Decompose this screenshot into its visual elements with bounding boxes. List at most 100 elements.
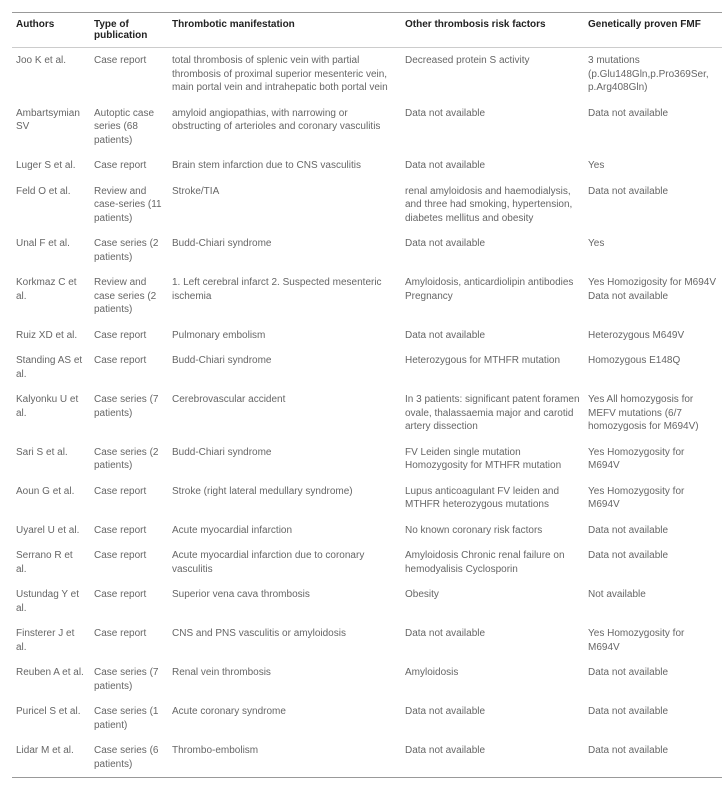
cell-genetic: Heterozygous M649V [584, 323, 722, 349]
table-header-row: Authors Type of publication Thrombotic m… [12, 13, 722, 48]
cell-other: Data not available [401, 101, 584, 154]
cell-thrombotic: Acute myocardial infarction due to coron… [168, 543, 401, 582]
cell-other: Obesity [401, 582, 584, 621]
cell-thrombotic: Renal vein thrombosis [168, 660, 401, 699]
cell-authors: Ruiz XD et al. [12, 323, 90, 349]
cell-type: Autoptic case series (68 patients) [90, 101, 168, 154]
cell-genetic: 3 mutations (p.Glu148Gln,p.Pro369Ser, p.… [584, 48, 722, 101]
table-row: Ustundag Y et al.Case reportSuperior ven… [12, 582, 722, 621]
cell-authors: Unal F et al. [12, 231, 90, 270]
cell-type: Case report [90, 348, 168, 387]
cell-thrombotic: Thrombo-embolism [168, 738, 401, 778]
table-row: Serrano R et al.Case reportAcute myocard… [12, 543, 722, 582]
table-row: Joo K et al.Case reporttotal thrombosis … [12, 48, 722, 101]
cell-genetic: Homozygous E148Q [584, 348, 722, 387]
cell-type: Case series (2 patients) [90, 440, 168, 479]
cell-type: Case series (7 patients) [90, 387, 168, 440]
table-row: Reuben A et al.Case series (7 patients)R… [12, 660, 722, 699]
cell-thrombotic: Stroke (right lateral medullary syndrome… [168, 479, 401, 518]
cell-genetic: Yes [584, 153, 722, 179]
cell-other: Amyloidosis Chronic renal failure on hem… [401, 543, 584, 582]
cell-thrombotic: total thrombosis of splenic vein with pa… [168, 48, 401, 101]
cell-other: Amyloidosis, anticardiolipin antibodies … [401, 270, 584, 323]
cell-other: Data not available [401, 699, 584, 738]
table-row: Feld O et al.Review and case-series (11 … [12, 179, 722, 232]
cell-type: Case report [90, 518, 168, 544]
cell-genetic: Yes Homozygosity for M694V [584, 440, 722, 479]
cell-other: Data not available [401, 153, 584, 179]
table-row: Luger S et al.Case reportBrain stem infa… [12, 153, 722, 179]
cell-type: Case series (2 patients) [90, 231, 168, 270]
cell-thrombotic: Cerebrovascular accident [168, 387, 401, 440]
cell-authors: Aoun G et al. [12, 479, 90, 518]
cell-type: Case report [90, 543, 168, 582]
cell-thrombotic: Pulmonary embolism [168, 323, 401, 349]
cell-other: Amyloidosis [401, 660, 584, 699]
cell-authors: Lidar M et al. [12, 738, 90, 778]
table-row: Puricel S et al.Case series (1 patient)A… [12, 699, 722, 738]
cell-other: In 3 patients: significant patent forame… [401, 387, 584, 440]
cell-type: Case report [90, 621, 168, 660]
cell-thrombotic: Stroke/TIA [168, 179, 401, 232]
cell-other: No known coronary risk factors [401, 518, 584, 544]
cell-other: Data not available [401, 231, 584, 270]
cell-other: Lupus anticoagulant FV leiden and MTHFR … [401, 479, 584, 518]
cell-other: Decreased protein S activity [401, 48, 584, 101]
cell-type: Case series (7 patients) [90, 660, 168, 699]
cell-type: Case report [90, 582, 168, 621]
table-row: Unal F et al.Case series (2 patients)Bud… [12, 231, 722, 270]
cell-thrombotic: Brain stem infarction due to CNS vasculi… [168, 153, 401, 179]
cell-other: renal amyloidosis and haemodialysis, and… [401, 179, 584, 232]
table-row: Finsterer J et al.Case reportCNS and PNS… [12, 621, 722, 660]
header-thrombotic: Thrombotic manifestation [168, 13, 401, 48]
cell-type: Review and case-series (11 patients) [90, 179, 168, 232]
cell-other: Heterozygous for MTHFR mutation [401, 348, 584, 387]
cell-authors: Ambartsymian SV [12, 101, 90, 154]
cell-genetic: Yes [584, 231, 722, 270]
cell-thrombotic: 1. Left cerebral infarct 2. Suspected me… [168, 270, 401, 323]
table-row: Uyarel U et al.Case reportAcute myocardi… [12, 518, 722, 544]
cell-other: FV Leiden single mutation Homozygosity f… [401, 440, 584, 479]
cell-authors: Luger S et al. [12, 153, 90, 179]
cell-thrombotic: amyloid angiopathias, with narrowing or … [168, 101, 401, 154]
cell-genetic: Yes Homozygosity for M694V [584, 621, 722, 660]
cell-authors: Finsterer J et al. [12, 621, 90, 660]
cell-thrombotic: Budd-Chiari syndrome [168, 348, 401, 387]
cell-genetic: Data not available [584, 518, 722, 544]
cell-genetic: Data not available [584, 660, 722, 699]
table-row: Korkmaz C et al.Review and case series (… [12, 270, 722, 323]
cell-thrombotic: Budd-Chiari syndrome [168, 231, 401, 270]
header-other: Other thrombosis risk factors [401, 13, 584, 48]
cell-genetic: Yes Homozigosity for M694V Data not avai… [584, 270, 722, 323]
cell-authors: Ustundag Y et al. [12, 582, 90, 621]
table-row: Sari S et al.Case series (2 patients)Bud… [12, 440, 722, 479]
cell-type: Case report [90, 479, 168, 518]
header-authors: Authors [12, 13, 90, 48]
table-row: Aoun G et al.Case reportStroke (right la… [12, 479, 722, 518]
cell-type: Case report [90, 323, 168, 349]
header-type: Type of publication [90, 13, 168, 48]
cell-type: Case report [90, 153, 168, 179]
table-row: Ambartsymian SVAutoptic case series (68 … [12, 101, 722, 154]
table-row: Standing AS et al.Case reportBudd-Chiari… [12, 348, 722, 387]
cell-authors: Korkmaz C et al. [12, 270, 90, 323]
cell-thrombotic: CNS and PNS vasculitis or amyloidosis [168, 621, 401, 660]
cell-thrombotic: Acute myocardial infarction [168, 518, 401, 544]
cell-authors: Kalyonku U et al. [12, 387, 90, 440]
cell-genetic: Data not available [584, 543, 722, 582]
table-row: Ruiz XD et al.Case reportPulmonary embol… [12, 323, 722, 349]
cell-authors: Feld O et al. [12, 179, 90, 232]
cell-genetic: Yes Homozygosity for M694V [584, 479, 722, 518]
cell-authors: Reuben A et al. [12, 660, 90, 699]
header-genetic: Genetically proven FMF [584, 13, 722, 48]
cell-other: Data not available [401, 323, 584, 349]
cell-thrombotic: Budd-Chiari syndrome [168, 440, 401, 479]
cell-authors: Standing AS et al. [12, 348, 90, 387]
publications-table: Authors Type of publication Thrombotic m… [12, 12, 722, 778]
table-row: Lidar M et al.Case series (6 patients)Th… [12, 738, 722, 778]
cell-authors: Sari S et al. [12, 440, 90, 479]
cell-thrombotic: Acute coronary syndrome [168, 699, 401, 738]
cell-thrombotic: Superior vena cava thrombosis [168, 582, 401, 621]
cell-authors: Joo K et al. [12, 48, 90, 101]
cell-authors: Serrano R et al. [12, 543, 90, 582]
